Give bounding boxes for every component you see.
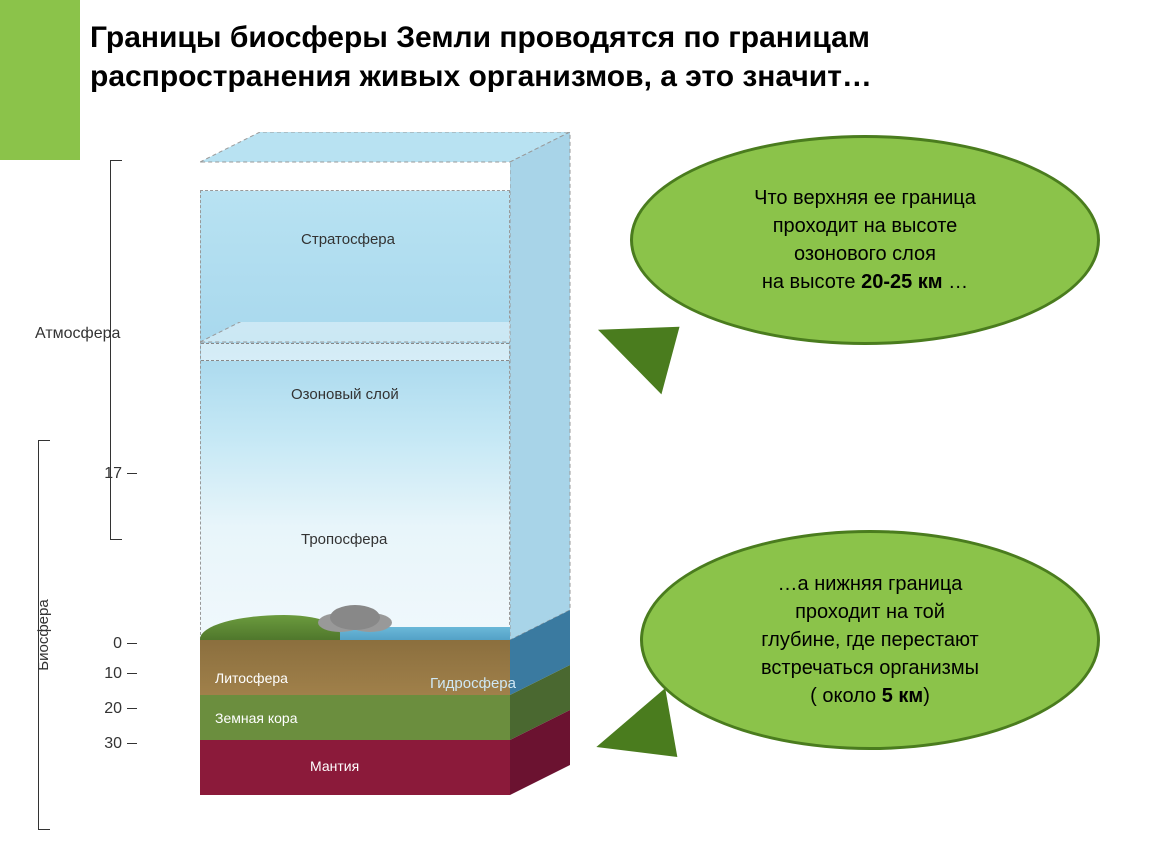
rain-cloud-icon <box>330 605 380 630</box>
callout-text: … <box>943 271 969 293</box>
earth-section-cube: Стратосфера Озоновый слой Тропосфера Лит… <box>200 160 570 810</box>
callout-text: ) <box>923 685 930 707</box>
scale-tick: 10 <box>82 665 122 683</box>
scale-tick: 30 <box>82 735 122 753</box>
atmosphere-label: Атмосфера <box>35 325 120 343</box>
callout-text: Что верхняя ее граница <box>754 187 976 209</box>
callout-text: ( около <box>810 685 882 707</box>
page-title: Границы биосферы Земли проводятся по гра… <box>90 18 1100 96</box>
mantle-label: Мантия <box>310 758 359 774</box>
callout-text: проходит на той <box>795 601 945 623</box>
accent-corner <box>0 0 80 160</box>
callout-text: озонового слоя <box>794 243 936 265</box>
biosphere-bracket <box>38 440 50 830</box>
crust-layer: Земная кора <box>200 695 510 740</box>
crust-label: Земная кора <box>215 710 298 726</box>
lower-boundary-callout: …а нижняя граница проходит на той глубин… <box>640 530 1100 750</box>
biosphere-bracket-group: Биосфера <box>20 440 40 830</box>
scale-tick: 17 <box>82 465 122 483</box>
scale-tick: 20 <box>82 700 122 718</box>
callout-bold: 20-25 км <box>861 271 943 293</box>
upper-boundary-callout: Что верхняя ее граница проходит на высот… <box>630 135 1100 345</box>
sky-front-face: Стратосфера Озоновый слой Тропосфера <box>200 190 510 640</box>
mantle-layer: Мантия <box>200 740 510 795</box>
biosphere-diagram: Атмосфера Биосфера 17 0 10 20 30 Стратос… <box>140 160 600 840</box>
troposphere-label: Тропосфера <box>301 531 387 548</box>
ozone-label: Озоновый слой <box>291 386 399 403</box>
earth-surface <box>200 605 510 645</box>
atmosphere-bracket <box>110 160 122 540</box>
stratosphere-label: Стратосфера <box>301 231 395 248</box>
callout-bold: 5 км <box>882 685 923 707</box>
callout-text: …а нижняя граница <box>778 573 963 595</box>
bubble-upper-tail <box>593 312 676 388</box>
earth-ground-layers: Литосфера Земная кора Мантия <box>200 640 510 810</box>
bubble-lower-tail <box>595 694 674 765</box>
scale-tick: 0 <box>82 635 122 653</box>
lithosphere-label: Литосфера <box>215 670 288 686</box>
callout-text: встречаться организмы <box>761 657 979 679</box>
cube-right-face <box>510 132 580 802</box>
callout-text: на высоте <box>762 271 861 293</box>
callout-text: проходит на высоте <box>773 215 958 237</box>
hydrosphere-label: Гидросфера <box>430 675 516 692</box>
callout-text: глубине, где перестают <box>761 629 978 651</box>
